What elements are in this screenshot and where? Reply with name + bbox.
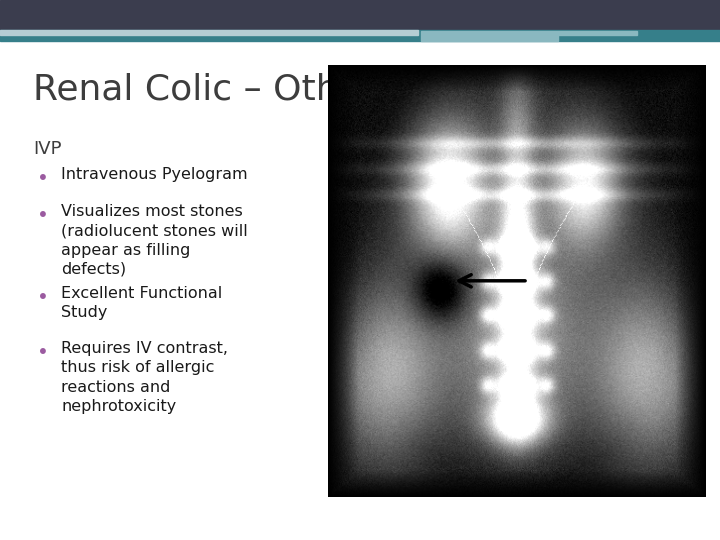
Bar — [0, 30, 720, 40]
Bar — [421, 35, 558, 40]
Bar — [421, 31, 637, 35]
Text: •: • — [37, 169, 48, 188]
Text: Renal Colic – Other imaging options: Renal Colic – Other imaging options — [33, 73, 678, 107]
Text: •: • — [37, 206, 48, 225]
Bar — [0, 0, 720, 30]
Text: Visualizes most stones
(radiolucent stones will
appear as filling
defects): Visualizes most stones (radiolucent ston… — [61, 204, 248, 276]
Text: •: • — [37, 288, 48, 307]
Text: Intravenous Pyelogram: Intravenous Pyelogram — [61, 167, 248, 183]
Text: Excellent Functional
Study: Excellent Functional Study — [61, 286, 222, 320]
Text: IVP: IVP — [33, 140, 62, 158]
Text: •: • — [37, 343, 48, 362]
Bar — [0, 30, 418, 35]
Text: Requires IV contrast,
thus risk of allergic
reactions and
nephrotoxicity: Requires IV contrast, thus risk of aller… — [61, 341, 228, 414]
